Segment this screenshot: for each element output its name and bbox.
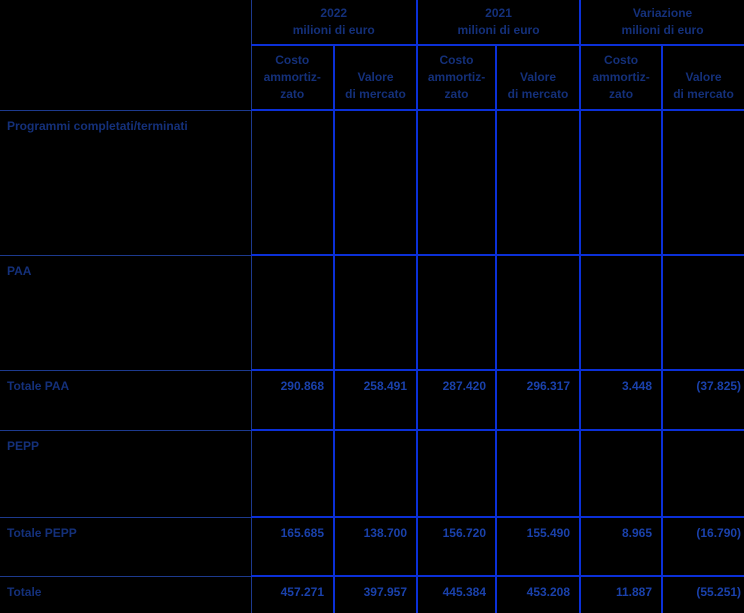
value-cell: 258.491 <box>332 370 418 431</box>
value-cell <box>495 110 581 256</box>
value-cell: 296.317 <box>495 370 581 431</box>
group-subtitle: milioni di euro <box>621 23 704 37</box>
value-cell <box>251 110 334 256</box>
value-cell <box>416 255 497 371</box>
group-header-variazione: Variazione milioni di euro <box>579 0 744 46</box>
group-header-2022: 2022 milioni di euro <box>251 0 418 46</box>
value-cell <box>579 255 663 371</box>
row-label: Totale <box>0 576 252 613</box>
table-row-paa: PAA <box>0 255 744 371</box>
value-cell: (16.790) <box>661 517 744 577</box>
row-label: Totale PEPP <box>0 517 252 577</box>
value-cell <box>495 430 581 518</box>
subheader-costo-variazione: Costo ammortiz- zato <box>579 45 663 111</box>
value-cell <box>332 255 418 371</box>
value-cell: 453.208 <box>495 576 581 613</box>
group-subtitle: milioni di euro <box>457 23 540 37</box>
value-cell <box>661 255 744 371</box>
value-cell: 287.420 <box>416 370 497 431</box>
table-row-totale: Totale 457.271 397.957 445.384 453.208 1… <box>0 576 744 613</box>
value-cell <box>495 255 581 371</box>
group-subtitle: milioni di euro <box>292 23 375 37</box>
subheader-costo-2021: Costo ammortiz- zato <box>416 45 497 111</box>
subheader-valore-2021: Valore di mercato <box>495 45 581 111</box>
header-group-row: 2022 milioni di euro 2021 milioni di eur… <box>0 0 744 111</box>
value-cell: 290.868 <box>251 370 334 431</box>
value-cell <box>416 110 497 256</box>
value-cell: 397.957 <box>332 576 418 613</box>
value-cell: (55.251) <box>661 576 744 613</box>
group-title: 2021 <box>485 6 512 20</box>
group-title: Variazione <box>632 6 693 20</box>
value-cell <box>332 110 418 256</box>
value-cell <box>251 255 334 371</box>
value-cell <box>332 430 418 518</box>
subheader-valore-2022: Valore di mercato <box>332 45 418 111</box>
corner-cell <box>0 0 252 111</box>
value-cell: 8.965 <box>579 517 663 577</box>
value-cell: 165.685 <box>251 517 334 577</box>
table-row-totale-pepp: Totale PEPP 165.685 138.700 156.720 155.… <box>0 517 744 577</box>
value-cell: (37.825) <box>661 370 744 431</box>
group-header-2021: 2021 milioni di euro <box>416 0 581 46</box>
value-cell: 156.720 <box>416 517 497 577</box>
value-cell: 138.700 <box>332 517 418 577</box>
row-label: PEPP <box>0 430 252 518</box>
value-cell: 445.384 <box>416 576 497 613</box>
value-cell <box>251 430 334 518</box>
value-cell: 457.271 <box>251 576 334 613</box>
value-cell <box>416 430 497 518</box>
value-cell: 11.887 <box>579 576 663 613</box>
table-row-pepp: PEPP <box>0 430 744 518</box>
subheader-valore-variazione: Valore di mercato <box>661 45 744 111</box>
value-cell <box>579 110 663 256</box>
table-row-programmi: Programmi completati/terminati <box>0 110 744 256</box>
value-cell <box>661 430 744 518</box>
header-sub-row: Costo ammortiz- zato Valore di mercato C… <box>0 45 744 111</box>
row-label: PAA <box>0 255 252 371</box>
subheader-costo-2022: Costo ammortiz- zato <box>251 45 334 111</box>
row-label: Totale PAA <box>0 370 252 431</box>
table-row-totale-paa: Totale PAA 290.868 258.491 287.420 296.3… <box>0 370 744 431</box>
value-cell <box>661 110 744 256</box>
value-cell: 155.490 <box>495 517 581 577</box>
value-cell: 3.448 <box>579 370 663 431</box>
group-title: 2022 <box>320 6 348 20</box>
row-label: Programmi completati/terminati <box>0 110 252 256</box>
value-cell <box>579 430 663 518</box>
